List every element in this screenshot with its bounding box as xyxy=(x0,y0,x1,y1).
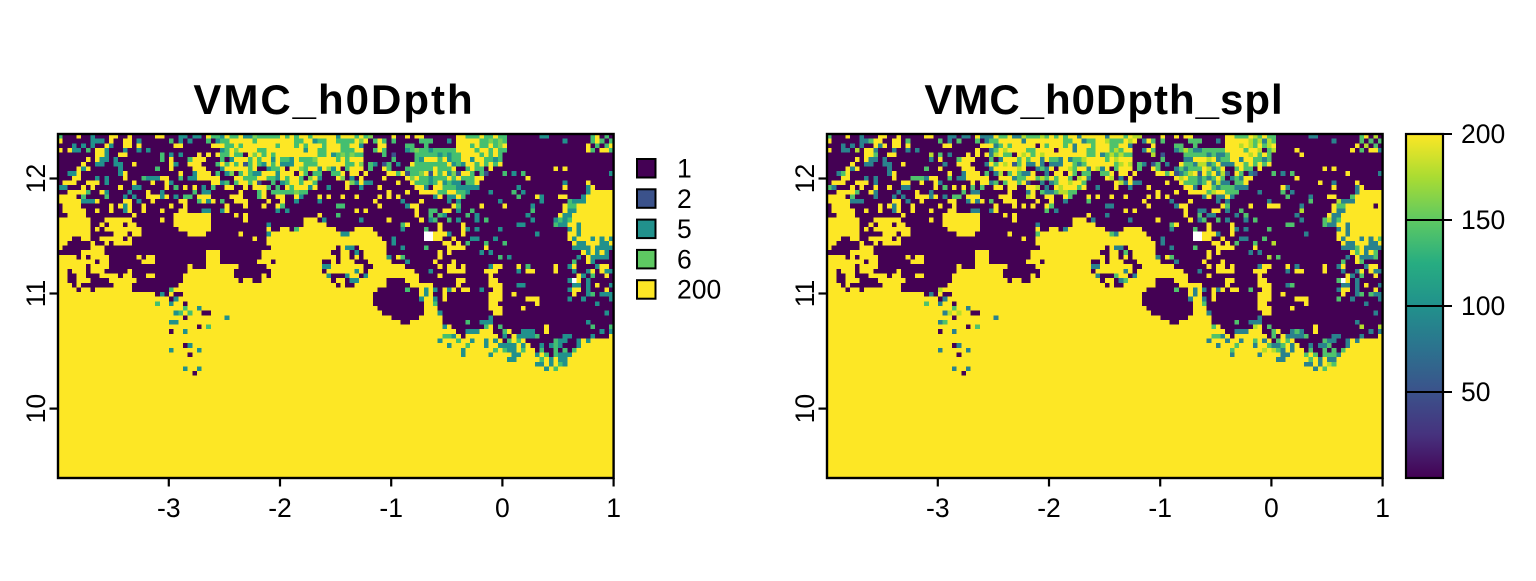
svg-text:-1: -1 xyxy=(379,493,403,523)
svg-text:11: 11 xyxy=(21,280,51,308)
svg-text:6: 6 xyxy=(677,244,692,274)
svg-text:50: 50 xyxy=(1461,377,1490,407)
svg-text:-2: -2 xyxy=(1037,493,1061,523)
svg-text:2: 2 xyxy=(677,184,692,214)
svg-text:200: 200 xyxy=(677,275,721,305)
svg-text:-3: -3 xyxy=(157,493,181,523)
svg-text:1: 1 xyxy=(677,154,692,184)
svg-text:-3: -3 xyxy=(926,493,950,523)
svg-text:1: 1 xyxy=(1375,493,1390,523)
svg-text:200: 200 xyxy=(1461,119,1505,149)
svg-text:VMC_h0Dpth: VMC_h0Dpth xyxy=(193,76,474,123)
svg-text:-2: -2 xyxy=(268,493,292,523)
svg-text:5: 5 xyxy=(677,214,692,244)
svg-text:100: 100 xyxy=(1461,291,1505,321)
svg-text:10: 10 xyxy=(790,394,820,423)
svg-text:0: 0 xyxy=(495,493,510,523)
svg-text:12: 12 xyxy=(790,164,820,193)
svg-text:0: 0 xyxy=(1264,493,1279,523)
svg-text:10: 10 xyxy=(21,394,51,423)
svg-text:12: 12 xyxy=(21,164,51,193)
svg-text:11: 11 xyxy=(790,280,820,308)
svg-text:150: 150 xyxy=(1461,205,1505,235)
svg-text:VMC_h0Dpth_spl: VMC_h0Dpth_spl xyxy=(924,76,1283,123)
svg-text:1: 1 xyxy=(606,493,621,523)
svg-text:-1: -1 xyxy=(1148,493,1172,523)
